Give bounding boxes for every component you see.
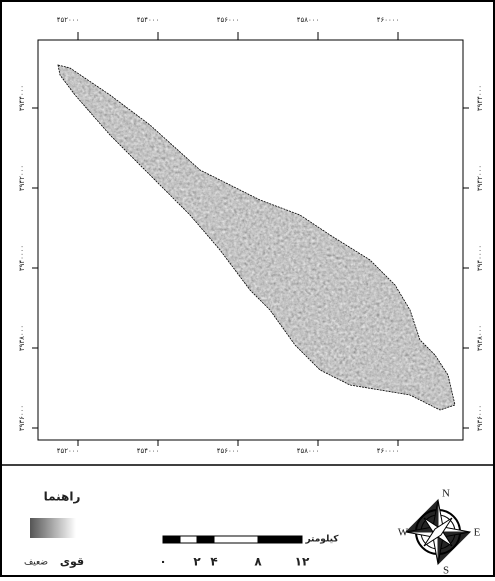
legend-high: قوی [60,555,84,568]
scale-label: ۱۲ [295,555,310,569]
bottom-coord-label: ۴۶۰۰۰۰ [377,447,400,455]
compass-w: W [398,527,409,539]
top-coord-label: ۴۵۴۰۰۰ [137,16,160,24]
legend-title: راهنما [44,490,81,504]
left-coord-label: ۳۹۳۸۰۰۰ [18,325,26,351]
scale-bar [162,535,303,544]
scale-unit: کیلومتر [304,535,339,545]
top-coord-label: ۴۵۶۰۰۰ [217,16,240,24]
bottom-coord-label: ۴۵۲۰۰۰ [57,447,80,455]
left-coord-label: ۳۹۴۲۰۰۰ [18,165,26,191]
left-coord-label: ۳۹۴۴۰۰۰ [18,85,26,111]
right-coord-label: ۳۹۴۴۰۰۰ [476,85,484,111]
compass-n: N [442,488,450,500]
right-coord-label: ۳۹۳۶۰۰۰ [476,405,484,431]
right-coord-label: ۳۹۴۰۰۰۰ [476,245,484,271]
top-coord-label: ۴۵۸۰۰۰ [297,16,320,24]
right-coord-label: ۳۹۴۲۰۰۰ [476,165,484,191]
boundary [57,64,456,411]
right-coord-label: ۳۹۳۸۰۰۰ [476,325,484,351]
compass-e: E [474,527,481,539]
left-coord-label: ۳۹۳۶۰۰۰ [18,405,26,431]
top-coord-label: ۴۵۲۰۰۰ [57,16,80,24]
scale-label: ۴ [210,555,217,569]
study-area [58,65,455,410]
bottom-coord-label: ۴۵۶۰۰۰ [217,447,240,455]
neatline [37,39,464,441]
compass-rose [404,498,472,566]
bottom-coord-label: ۴۵۸۰۰۰ [297,447,320,455]
top-coord-label: ۴۶۰۰۰۰ [377,16,400,24]
scale-label: ۲ [193,555,201,569]
bottom-coord-label: ۴۵۴۰۰۰ [137,447,160,455]
legend-low: ضعیف [24,558,48,568]
left-coord-label: ۳۹۴۰۰۰۰ [18,245,26,271]
legend-ramp [30,518,76,538]
compass-s: S [443,565,449,577]
scale-label: ۰ [159,555,166,569]
scale-label: ۸ [254,555,262,569]
